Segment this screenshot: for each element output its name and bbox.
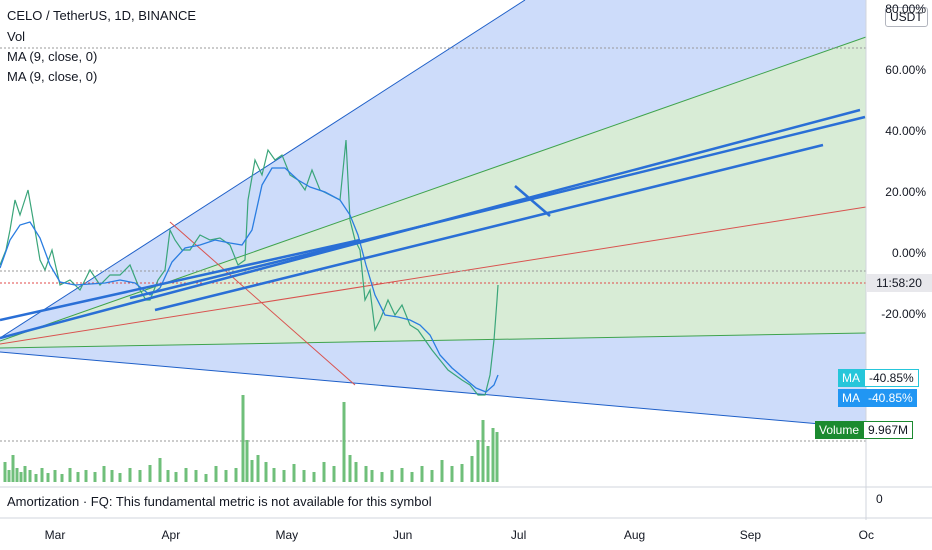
pane-note: Amortization · FQ: This fundamental metr… xyxy=(7,494,432,509)
price-label: 60.00% xyxy=(885,63,926,77)
symbol-title: CELO / TetherUS, 1D, BINANCE xyxy=(7,8,197,23)
time-label: Jun xyxy=(393,528,413,542)
badge-value: -40.85% xyxy=(864,391,917,405)
indicator-label[interactable]: MA (9, close, 0) xyxy=(7,69,98,84)
ma-badge: MA -40.85% xyxy=(838,369,919,387)
indicator-label[interactable]: MA (9, close, 0) xyxy=(7,49,98,64)
time-label: Sep xyxy=(739,528,762,542)
moving-average xyxy=(0,167,499,393)
price-label: 20.00% xyxy=(885,185,926,199)
time-label: Apr xyxy=(161,528,181,542)
trend-line xyxy=(514,185,551,217)
fan-line xyxy=(0,351,867,429)
price-label: 0.00% xyxy=(891,246,926,260)
badge-name: MA xyxy=(842,391,860,405)
fan-line xyxy=(0,206,867,345)
countdown: 11:58:20 xyxy=(876,276,922,290)
countdown-badge: 11:58:20 xyxy=(866,274,932,292)
badge-value: 9.967M xyxy=(864,422,913,438)
trend-line xyxy=(169,221,356,386)
price-trace xyxy=(0,139,499,396)
fan-green-zone xyxy=(0,37,866,348)
indicator-label[interactable]: Vol xyxy=(7,29,26,44)
trend-line xyxy=(129,115,866,300)
fan-line xyxy=(0,0,526,339)
time-label: Jul xyxy=(510,528,527,542)
ma-badge: MA -40.85% xyxy=(838,389,917,407)
badge-name: Volume xyxy=(819,423,860,437)
badge-name: MA xyxy=(842,371,860,385)
pane-axis-label: 0 xyxy=(876,492,883,506)
time-label: Aug xyxy=(623,528,646,542)
time-label: May xyxy=(275,528,299,542)
price-label: 40.00% xyxy=(885,124,926,138)
badge-value: -40.85% xyxy=(865,370,918,386)
price-label: 80.00% xyxy=(885,2,926,16)
price-label: -20.00% xyxy=(881,307,926,321)
currency-button[interactable]: USDT xyxy=(885,7,928,27)
volume-badge: Volume 9.967M xyxy=(815,421,914,439)
time-label: Oc xyxy=(858,528,874,542)
trend-line xyxy=(0,238,361,322)
volume-bars xyxy=(3,395,499,482)
trend-line xyxy=(154,143,824,312)
time-label: Mar xyxy=(44,528,66,542)
